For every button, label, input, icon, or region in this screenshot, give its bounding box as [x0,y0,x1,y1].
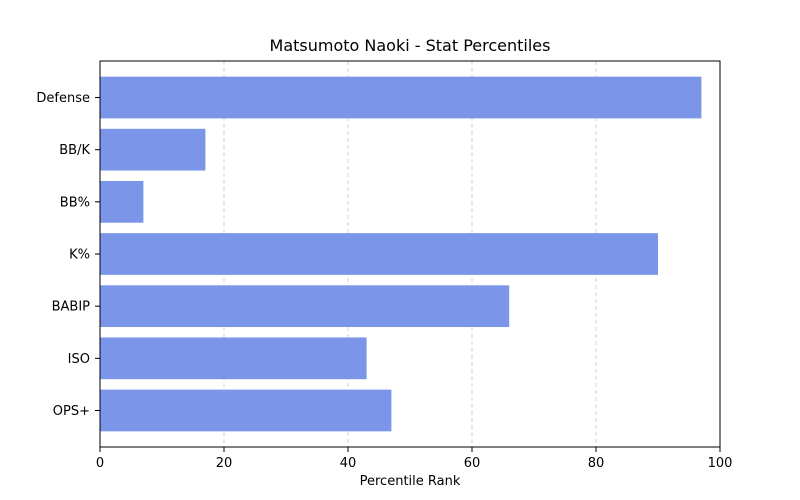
bar-babip [100,285,510,328]
y-tick-label: BB% [60,195,90,210]
x-axis-ticks: 0 20 40 60 80 100 [96,447,733,471]
y-tick-label: Defense [36,91,90,106]
y-tick-label: BB/K [59,143,90,158]
x-tick-label: 80 [588,456,605,471]
bar-iso [100,337,367,380]
x-tick-label: 100 [708,456,733,471]
bar-bb-k [100,128,206,171]
bar-ops- [100,389,392,432]
y-tick-label: K% [69,248,90,263]
chart-title: Matsumoto Naoki - Stat Percentiles [270,36,551,55]
bar-bb- [100,180,144,223]
y-axis-ticks: Defense BB/K BB% K% BABIP ISO OPS+ [36,91,100,419]
x-tick-label: 0 [96,456,104,471]
x-tick-label: 40 [340,456,357,471]
x-tick-label: 20 [216,456,233,471]
bar-k- [100,233,658,275]
bars [100,76,702,432]
x-tick-label: 60 [464,456,481,471]
x-axis-label: Percentile Rank [360,474,461,489]
y-tick-label: OPS+ [53,404,90,419]
y-tick-label: ISO [68,352,90,367]
y-tick-label: BABIP [52,300,91,315]
bar-defense [100,76,702,119]
